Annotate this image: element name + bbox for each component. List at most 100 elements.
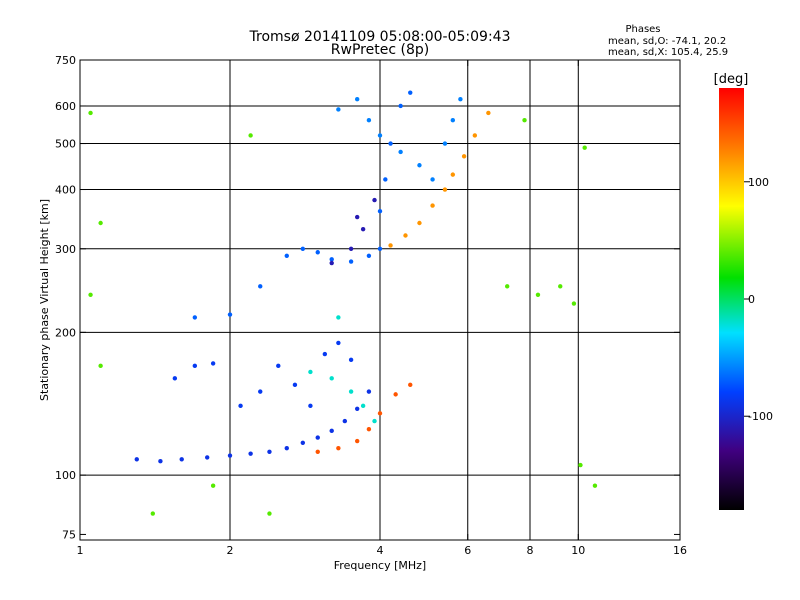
data-point [322,351,328,357]
stats-heading: Phases [625,24,660,35]
data-point [582,145,587,150]
data-points [88,90,598,516]
data-point [348,246,354,251]
data-point [535,292,541,297]
data-point [354,406,360,411]
data-point [315,250,320,255]
data-point [329,260,334,266]
colorbar-gradient [719,88,744,510]
data-point [408,382,413,388]
data-point [192,315,198,320]
data-point [267,511,272,516]
data-point [442,187,448,192]
data-point [172,376,178,381]
data-point [284,445,289,451]
data-point [258,284,263,289]
y-tick-label: 400 [55,184,76,197]
data-point [377,246,383,251]
colorbar-tick-label: 100 [748,176,769,189]
data-point [348,389,354,394]
data-point [329,376,334,381]
data-point [398,103,403,109]
data-point [315,435,320,440]
data-point [88,110,93,116]
chart-title: Tromsø 20141109 05:08:00-05:09:43 [249,29,511,45]
data-point [308,403,313,409]
data-point [450,117,456,123]
data-point [360,226,366,232]
data-point [398,149,403,155]
data-point [461,154,467,159]
data-point [204,455,210,460]
data-point [377,411,383,416]
data-point [134,457,139,462]
data-point [578,462,583,468]
data-point [366,253,372,258]
data-point [300,440,306,446]
data-point [372,197,377,203]
data-point [592,483,598,488]
x-tick-label: 10 [571,544,585,557]
x-tick-label: 4 [377,544,384,557]
data-point [150,511,156,516]
data-point [348,357,354,363]
data-point [354,214,360,220]
data-point [417,220,422,226]
data-point [558,284,563,289]
data-point [258,389,263,394]
data-point [329,428,334,434]
data-point [417,163,422,168]
data-point [227,453,233,458]
data-point [403,233,408,238]
y-axis-label: Stationary phase Virtual Height [km] [38,199,51,401]
data-point [192,363,198,369]
data-point [377,133,383,138]
data-point [88,292,93,297]
data-point [372,418,377,424]
data-point [430,203,435,208]
x-tick-label: 8 [527,544,534,557]
stats-line-x: mean, sd,X: 105.4, 25.9 [608,47,728,58]
data-point [504,284,510,289]
data-point [383,177,388,182]
data-point [284,253,289,258]
data-point [388,141,393,146]
y-tick-label: 300 [55,243,76,256]
data-point [238,403,243,409]
y-tick-label: 200 [55,326,76,339]
colorbar: [deg] 100 0 -100 [714,72,773,510]
data-point [522,117,527,123]
colorbar-ticks: 100 0 -100 [744,176,773,423]
x-axis-ticks: 1 2 4 6 8 10 16 [77,60,687,557]
data-point [315,449,320,455]
colorbar-tick-label: -100 [748,410,773,423]
data-point [571,301,577,306]
data-point [486,110,491,116]
data-point [329,257,334,262]
data-point [336,445,341,451]
data-point [276,363,281,369]
x-tick-label: 1 [77,544,84,557]
data-point [248,133,253,138]
y-tick-label: 100 [55,469,76,482]
data-point [336,107,341,112]
x-tick-label: 6 [464,544,471,557]
y-tick-label: 750 [55,54,76,67]
chart-subtitle: RwPretec (8p) [331,42,429,58]
y-tick-label: 500 [55,138,76,151]
data-point [388,243,393,248]
data-point [98,363,103,369]
colorbar-tick-label: 0 [748,293,755,306]
gridlines [80,60,680,540]
colorbar-label: [deg] [714,72,749,87]
data-point [458,97,463,102]
data-point [179,457,184,462]
data-point [408,90,413,95]
data-point [393,392,398,397]
data-point [210,483,216,488]
x-tick-label: 2 [227,544,234,557]
data-point [336,315,341,320]
y-tick-label: 75 [62,528,76,541]
data-point [342,418,348,424]
